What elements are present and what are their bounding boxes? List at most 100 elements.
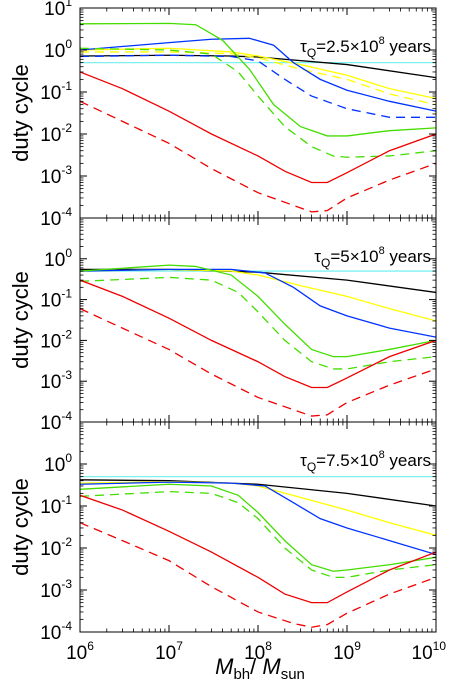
y-tick-base: 10 — [44, 0, 65, 20]
annot-sub: Q — [321, 256, 330, 270]
annot-eq: =7.5×10 — [316, 451, 378, 470]
series-line-7 — [80, 279, 436, 389]
y-tick-exponent: -4 — [61, 205, 72, 219]
x-tick-exponent: 9 — [354, 639, 361, 653]
x-tick-base: 10 — [155, 643, 176, 664]
y-tick-base: 10 — [44, 41, 65, 62]
y-tick-label: 100 — [44, 451, 72, 476]
y-tick-base: 10 — [40, 331, 61, 352]
x-tick-label: 1010 — [412, 639, 447, 664]
series-line-4 — [80, 268, 436, 338]
annot-unit: years — [385, 37, 431, 56]
y-tick-exponent: -1 — [61, 79, 72, 93]
x-tick-exponent: 8 — [265, 639, 272, 653]
series-line-8 — [80, 47, 436, 158]
series-line-5 — [80, 37, 436, 112]
y-tick-exponent: -3 — [61, 163, 72, 177]
annot-exp: 8 — [379, 245, 385, 257]
y-tick-label: 10-4 — [40, 409, 72, 434]
y-tick-exponent: -2 — [61, 327, 72, 341]
x-tick-base: 10 — [333, 643, 354, 664]
x-tick-base: 10 — [412, 643, 433, 664]
y-tick-base: 10 — [40, 291, 61, 312]
x-label-m2: M — [262, 654, 281, 679]
series-line-4 — [80, 51, 436, 106]
annot-tau: τ — [300, 37, 307, 56]
y-tick-exponent: -3 — [61, 577, 72, 591]
series-line-2 — [80, 54, 436, 79]
x-tick-label: 106 — [66, 639, 94, 664]
y-tick-base: 10 — [40, 209, 61, 230]
y-tick-exponent: 0 — [65, 451, 72, 465]
annot-exp: 8 — [379, 449, 385, 461]
y-tick-label: 10-4 — [40, 205, 72, 230]
y-tick-base: 10 — [40, 623, 61, 644]
y-axis-label: duty cycle — [8, 271, 33, 369]
y-tick-exponent: -2 — [61, 535, 72, 549]
series-line-7 — [80, 22, 436, 137]
y-tick-exponent: 0 — [65, 37, 72, 51]
series-line-7 — [80, 494, 436, 604]
y-tick-exponent: 1 — [65, 0, 72, 9]
x-label-sep: / — [250, 654, 262, 679]
x-tick-exponent: 6 — [87, 639, 94, 653]
series-line-4 — [80, 481, 436, 556]
x-tick-exponent: 10 — [433, 639, 447, 653]
annot-tau: τ — [300, 451, 307, 470]
y-tick-label: 101 — [44, 0, 72, 20]
y-tick-label: 10-3 — [40, 368, 72, 393]
x-label-m1: M — [215, 654, 234, 679]
x-tick-base: 10 — [66, 643, 87, 664]
tau-annotation: τQ=7.5×108 years — [300, 449, 431, 474]
series-line-6 — [80, 54, 436, 118]
y-tick-exponent: 0 — [65, 246, 72, 260]
x-tick-exponent: 7 — [176, 639, 183, 653]
y-tick-exponent: -3 — [61, 368, 72, 382]
annot-sub: Q — [307, 46, 316, 60]
y-tick-exponent: -1 — [61, 287, 72, 301]
annot-eq: =2.5×10 — [316, 37, 378, 56]
y-tick-base: 10 — [44, 250, 65, 271]
x-label-sub2: sun — [281, 666, 305, 683]
y-tick-label: 10-1 — [40, 79, 72, 104]
series-line-8 — [80, 522, 436, 628]
annot-tau: τ — [314, 247, 321, 266]
y-axis-label: duty cycle — [8, 478, 33, 576]
y-tick-label: 10-2 — [40, 327, 72, 352]
series-line-3 — [80, 47, 436, 100]
y-tick-exponent: -1 — [61, 493, 72, 507]
y-tick-exponent: -4 — [61, 409, 72, 423]
y-tick-label: 10-3 — [40, 163, 72, 188]
x-tick-base: 10 — [244, 643, 265, 664]
panel-series — [80, 264, 436, 417]
y-tick-label: 10-2 — [40, 535, 72, 560]
annot-eq: =5×10 — [330, 247, 378, 266]
series-line-6 — [80, 276, 436, 370]
series-line-10 — [80, 100, 436, 213]
annot-unit: years — [385, 247, 431, 266]
tau-annotation: τQ=2.5×108 years — [300, 35, 431, 60]
y-tick-base: 10 — [40, 539, 61, 560]
y-tick-label: 10-3 — [40, 577, 72, 602]
series-line-5 — [80, 264, 436, 358]
x-axis-label: Mbh/ Msun — [215, 654, 305, 683]
y-tick-base: 10 — [40, 372, 61, 393]
x-tick-label: 107 — [155, 639, 183, 664]
panel-series — [80, 475, 436, 628]
series-line-2 — [80, 479, 436, 507]
y-tick-base: 10 — [40, 167, 61, 188]
y-tick-base: 10 — [40, 497, 61, 518]
series-line-6 — [80, 490, 436, 579]
y-tick-exponent: -2 — [61, 121, 72, 135]
annot-exp: 8 — [379, 35, 385, 47]
y-tick-exponent: -4 — [61, 619, 72, 633]
y-tick-label: 10-1 — [40, 287, 72, 312]
y-tick-base: 10 — [40, 125, 61, 146]
y-tick-label: 10-2 — [40, 121, 72, 146]
series-line-8 — [80, 308, 436, 417]
tau-annotation: τQ=5×108 years — [314, 245, 431, 270]
y-axis-label: duty cycle — [8, 64, 33, 162]
